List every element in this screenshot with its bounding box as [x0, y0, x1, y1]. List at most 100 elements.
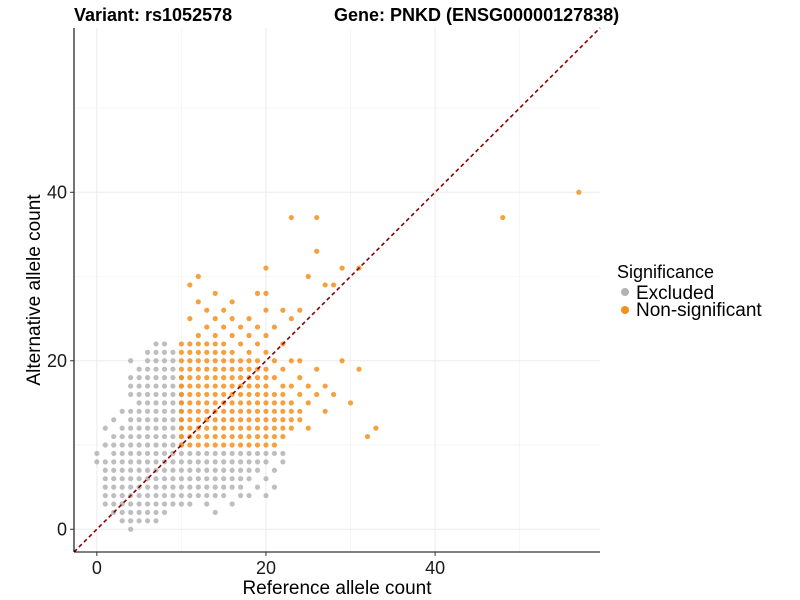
point-excluded-158	[178, 476, 184, 482]
point-excluded-182	[195, 459, 201, 465]
point-excluded-47	[128, 417, 134, 423]
point-non-significant-71	[212, 341, 218, 347]
point-excluded-171	[187, 501, 193, 507]
point-excluded-42	[128, 459, 134, 465]
point-excluded-2	[102, 501, 108, 507]
legend-label-excluded: Excluded	[636, 283, 714, 304]
point-non-significant-115	[237, 358, 244, 364]
point-excluded-70	[136, 375, 142, 381]
point-excluded-128	[161, 400, 168, 406]
point-excluded-25	[119, 484, 125, 490]
point-non-significant-55	[204, 349, 210, 355]
point-non-significant-124	[246, 391, 252, 398]
point-non-significant-26	[187, 316, 193, 322]
point-non-significant-148	[263, 425, 269, 431]
point-non-significant-93	[229, 417, 235, 423]
point-excluded-180	[195, 476, 201, 482]
point-excluded-191	[212, 492, 218, 499]
point-excluded-218	[254, 484, 261, 490]
point-excluded-74	[144, 501, 151, 507]
series-excluded-points	[94, 341, 286, 532]
point-non-significant-173	[280, 417, 286, 423]
point-non-significant-168	[271, 375, 278, 381]
series-non-significant-points	[178, 189, 582, 448]
point-excluded-61	[136, 450, 142, 457]
y-axis-title: Alternative allele count	[24, 194, 45, 386]
point-non-significant-43	[195, 273, 201, 280]
point-non-significant-193	[297, 358, 303, 364]
point-excluded-26	[119, 476, 125, 482]
point-excluded-122	[161, 450, 168, 457]
point-non-significant-85	[221, 358, 227, 364]
point-non-significant-103	[229, 316, 235, 322]
point-excluded-33	[119, 408, 125, 414]
point-excluded-223	[263, 459, 269, 465]
point-non-significant-160	[263, 265, 269, 271]
point-non-significant-22	[187, 366, 193, 372]
point-excluded-78	[144, 467, 151, 473]
point-excluded-140	[170, 467, 176, 473]
point-excluded-208	[237, 484, 244, 490]
point-non-significant-188	[288, 214, 294, 221]
point-excluded-44	[128, 442, 134, 448]
point-non-significant-158	[263, 307, 269, 313]
point-non-significant-149	[263, 417, 269, 423]
point-non-significant-129	[246, 349, 252, 355]
point-excluded-155	[178, 501, 184, 507]
point-non-significant-16	[187, 417, 193, 423]
point-excluded-58	[136, 476, 142, 482]
point-non-significant-183	[288, 408, 294, 414]
point-excluded-86	[144, 400, 151, 406]
point-excluded-209	[237, 476, 244, 482]
point-excluded-151	[170, 375, 176, 381]
point-excluded-16	[111, 459, 117, 465]
point-excluded-81	[144, 442, 151, 448]
point-excluded-119	[161, 476, 168, 482]
point-excluded-136	[170, 501, 176, 507]
point-excluded-88	[144, 383, 151, 389]
y-tick-label-40: 40	[47, 182, 67, 202]
point-non-significant-8	[178, 375, 184, 381]
point-non-significant-74	[212, 290, 218, 296]
point-excluded-4	[102, 484, 108, 490]
point-non-significant-54	[204, 358, 210, 364]
point-excluded-67	[136, 400, 142, 406]
point-non-significant-102	[229, 332, 235, 339]
point-excluded-39	[128, 484, 134, 490]
y-axis-ticks: 0 20 40	[47, 182, 74, 539]
point-non-significant-174	[280, 408, 286, 414]
point-excluded-217	[246, 450, 252, 457]
point-non-significant-77	[221, 425, 227, 431]
point-excluded-45	[128, 433, 134, 440]
point-excluded-147	[170, 408, 176, 414]
point-non-significant-165	[271, 408, 278, 414]
point-non-significant-177	[280, 383, 286, 389]
point-non-significant-72	[212, 332, 218, 339]
point-excluded-159	[178, 467, 184, 473]
point-excluded-30	[119, 442, 125, 448]
point-non-significant-42	[195, 299, 201, 305]
point-excluded-64	[136, 425, 142, 431]
point-excluded-68	[136, 391, 142, 398]
point-excluded-89	[144, 375, 151, 381]
legend-swatch-non-significant	[621, 306, 629, 314]
point-non-significant-184	[288, 400, 294, 406]
point-excluded-187	[204, 476, 210, 482]
point-excluded-34	[128, 526, 134, 532]
point-excluded-27	[119, 467, 125, 473]
point-excluded-233	[271, 484, 278, 490]
point-excluded-69	[136, 383, 142, 389]
point-non-significant-40	[195, 341, 201, 347]
point-non-significant-140	[254, 375, 261, 381]
point-non-significant-132	[254, 442, 261, 448]
point-excluded-63	[136, 433, 142, 440]
point-excluded-221	[254, 450, 261, 457]
point-non-significant-11	[178, 349, 184, 355]
point-non-significant-122	[246, 408, 252, 414]
point-excluded-8	[102, 442, 108, 448]
point-excluded-137	[170, 492, 176, 499]
point-non-significant-79	[221, 408, 227, 414]
point-non-significant-19	[187, 391, 193, 398]
point-excluded-206	[229, 459, 235, 465]
point-excluded-52	[128, 358, 134, 364]
